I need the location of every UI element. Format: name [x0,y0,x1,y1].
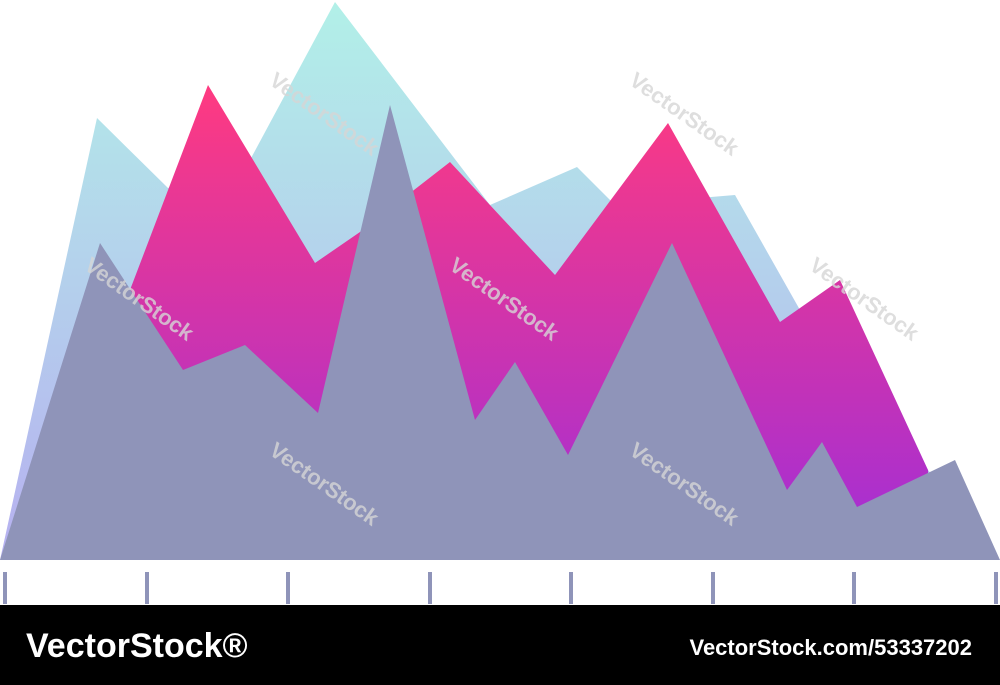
area [0,105,1000,560]
watermark: VectorStock [625,67,744,161]
footer-bar [0,605,1000,685]
footer-id: VectorStock.com/53337202 [689,635,972,660]
footer-brand: VectorStock® [26,627,248,665]
